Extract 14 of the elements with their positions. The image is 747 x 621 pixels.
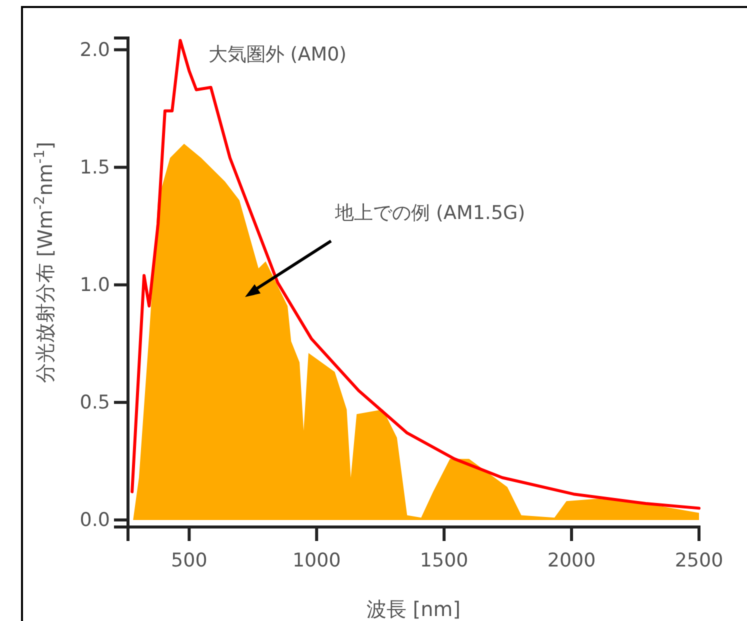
x-axis-title: 波長 [nm]: [366, 597, 461, 621]
x-tick-label: 2000: [547, 549, 596, 572]
y-tick-label: 1.0: [80, 274, 110, 296]
x-tick-label: 1500: [420, 549, 468, 572]
x-tick-label: 2500: [674, 549, 724, 572]
y-tick-label: 0.5: [80, 391, 110, 414]
x-tick-label: 500: [171, 549, 208, 572]
y-tick-label: 0.0: [80, 509, 110, 532]
y-tick-label: 2.0: [80, 38, 110, 61]
x-tick-label: 1000: [292, 549, 341, 572]
y-tick-label: 1.5: [80, 156, 110, 178]
annotation: 地上での例 (AM1.5G): [334, 202, 526, 224]
line-series: [130, 38, 700, 510]
series-label: 大気圏外 (AM0): [208, 43, 347, 66]
